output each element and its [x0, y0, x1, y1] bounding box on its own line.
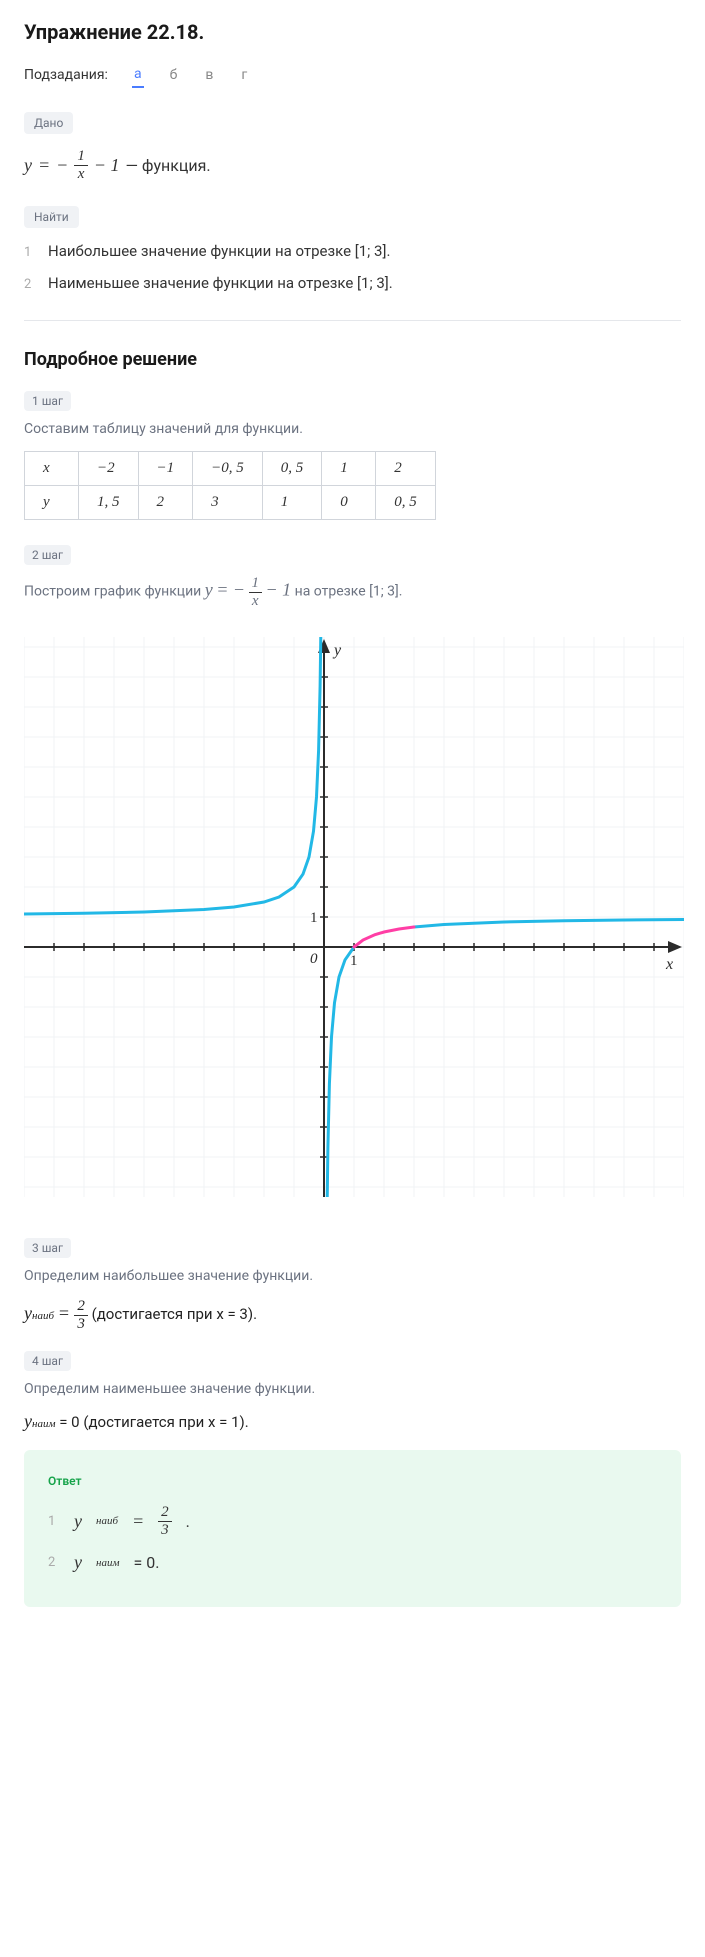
frac-num: 2: [158, 1504, 172, 1522]
table-cell: 2: [138, 486, 193, 520]
ans-eq: =: [132, 1511, 144, 1532]
table-cell: 0, 5: [262, 452, 322, 486]
formula-lhs: y: [24, 155, 32, 176]
ans-frac: 2 3: [158, 1504, 172, 1538]
res-eq: =: [58, 1303, 75, 1323]
step2-formula-neg: −: [233, 580, 245, 600]
step-desc: Определим наибольшее значение функции.: [24, 1268, 681, 1284]
given-badge: Дано: [24, 112, 73, 134]
subtask-tab-v[interactable]: в: [203, 63, 215, 87]
subtask-tab-g[interactable]: г: [239, 63, 249, 87]
find-item-num: 1: [24, 245, 36, 260]
ans-lhs: y: [74, 1552, 82, 1573]
subtask-tab-a[interactable]: а: [132, 62, 144, 88]
step3-result: yнаиб = 2 3 (достигается при x = 3).: [24, 1298, 681, 1332]
step4-result: yнаим = 0 (достигается при x = 1).: [24, 1411, 681, 1432]
svg-text:0: 0: [310, 951, 318, 967]
table-cell: 1: [322, 452, 376, 486]
res-val: = 0 (достигается при x = 1).: [59, 1413, 249, 1431]
res-sub: наиб: [32, 1310, 54, 1322]
frac-den: x: [249, 593, 262, 610]
step-desc: Составим таблицу значений для функции.: [24, 421, 681, 437]
given-formula-line: y = − 1 x − 1 — функция.: [24, 148, 681, 182]
table-cell: −1: [138, 452, 193, 486]
formula-frac: 1 x: [74, 148, 88, 182]
formula-neg: −: [56, 155, 68, 176]
subtasks-row: Подзадания: а б в г: [24, 62, 681, 88]
ans-num: 1: [48, 1514, 60, 1529]
table-cell: y: [25, 486, 79, 520]
table-cell: 1: [262, 486, 322, 520]
formula-tail: − 1: [94, 155, 120, 176]
find-item: 2 Наименьшее значение функции на отрезке…: [24, 274, 681, 292]
step2-formula-lhs: y: [205, 580, 213, 600]
step-badge: 1 шаг: [24, 391, 71, 411]
find-list: 1 Наибольшее значение функции на отрезке…: [24, 242, 681, 292]
table-cell: 0, 5: [376, 486, 436, 520]
step2-formula-eq: =: [216, 580, 233, 600]
table-cell: −2: [79, 452, 139, 486]
ans-lhs: y: [74, 1511, 82, 1532]
ans-sub: наим: [96, 1557, 119, 1569]
answer-badge: Ответ: [48, 1474, 82, 1488]
svg-text:y: y: [332, 642, 342, 659]
table-cell: −0, 5: [193, 452, 263, 486]
ans-tail: .: [186, 1512, 190, 1531]
answer-item: 2 y наим = 0.: [48, 1552, 657, 1573]
frac-num: 1: [74, 148, 88, 166]
svg-text:1: 1: [350, 953, 358, 969]
step2-post: на отрезке [1; 3].: [295, 584, 403, 600]
answer-block: Ответ 1 y наиб = 2 3 . 2 y наим = 0.: [24, 1450, 681, 1607]
svg-text:1: 1: [310, 910, 318, 926]
frac-num: 2: [74, 1298, 88, 1316]
res-sub: наим: [32, 1418, 55, 1430]
frac-den: 3: [158, 1522, 172, 1539]
res-frac: 2 3: [74, 1298, 88, 1332]
table-row: x −2 −1 −0, 5 0, 5 1 2: [25, 452, 436, 486]
frac-num: 1: [249, 575, 263, 593]
svg-text:x: x: [665, 956, 673, 973]
find-badge: Найти: [24, 206, 79, 228]
step-badge: 4 шаг: [24, 1351, 71, 1371]
res-lhs: y: [24, 1411, 32, 1431]
find-item-text: Наименьшее значение функции на отрезке […: [48, 274, 393, 292]
frac-den: 3: [74, 1316, 88, 1333]
table-cell: 1, 5: [79, 486, 139, 520]
formula-eq: =: [38, 155, 50, 176]
ans-eq: = 0.: [133, 1553, 159, 1572]
find-item-num: 2: [24, 277, 36, 292]
divider: [24, 320, 681, 321]
ans-num: 2: [48, 1555, 60, 1570]
step2-pre: Построим график функции: [24, 584, 205, 600]
res-tail: (достигается при x = 3).: [92, 1305, 257, 1323]
subtasks-label: Подзадания:: [24, 67, 108, 83]
function-chart: 0 1 1 x y: [24, 637, 684, 1197]
step-desc: Определим наименьшее значение функции.: [24, 1381, 681, 1397]
subtask-tab-b[interactable]: б: [168, 63, 180, 87]
step-badge: 2 шаг: [24, 545, 71, 565]
find-item: 1 Наибольшее значение функции на отрезке…: [24, 242, 681, 260]
step2-formula-frac: 1 x: [249, 575, 263, 609]
table-cell: x: [25, 452, 79, 486]
chart-container: 0 1 1 x y: [24, 637, 681, 1197]
table-cell: 2: [376, 452, 436, 486]
table-row: y 1, 5 2 3 1 0 0, 5: [25, 486, 436, 520]
step-desc: Построим график функции y = − 1 x − 1 на…: [24, 575, 681, 609]
table-cell: 3: [193, 486, 263, 520]
values-table: x −2 −1 −0, 5 0, 5 1 2 y 1, 5 2 3 1 0 0,…: [24, 451, 436, 520]
answer-item: 1 y наиб = 2 3 .: [48, 1504, 657, 1538]
given-desc: — функция.: [125, 156, 210, 175]
step2-formula-tail: − 1: [266, 580, 292, 600]
table-cell: 0: [322, 486, 376, 520]
step-badge: 3 шаг: [24, 1238, 71, 1258]
frac-den: x: [75, 166, 88, 183]
res-lhs: y: [24, 1303, 32, 1323]
ans-sub: наиб: [96, 1515, 118, 1527]
find-item-text: Наибольшее значение функции на отрезке […: [48, 242, 390, 260]
solution-header: Подробное решение: [24, 349, 681, 370]
page-title: Упражнение 22.18.: [24, 20, 681, 44]
